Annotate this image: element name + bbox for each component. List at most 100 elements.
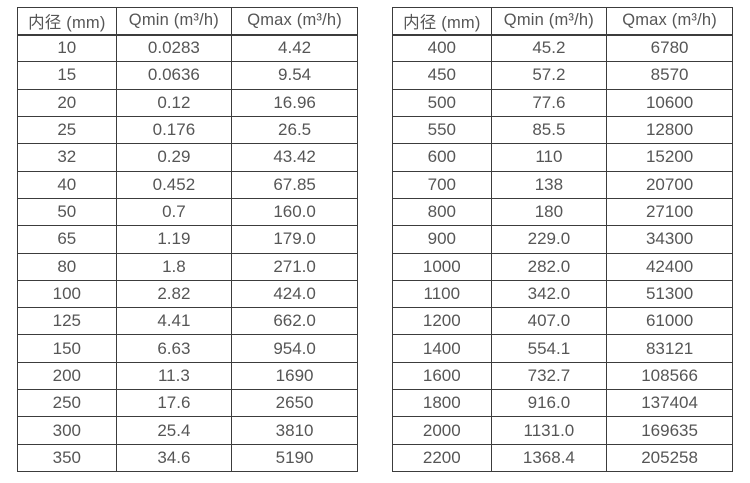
table-row: 550 85.5 12800 bbox=[392, 115, 733, 145]
table-row: 250 17.6 2650 bbox=[17, 389, 358, 418]
table-cell: 554.1 bbox=[490, 334, 608, 363]
table-cell: 32 bbox=[17, 143, 117, 172]
table-cell: 1400 bbox=[392, 334, 492, 363]
table-cell: 424.0 bbox=[231, 279, 358, 309]
table-cell: 34300 bbox=[606, 225, 733, 254]
table-cell: 282.0 bbox=[490, 252, 608, 281]
table-cell: 26.5 bbox=[231, 115, 358, 145]
table-cell: 600 bbox=[392, 143, 492, 172]
table-cell: 0.7 bbox=[115, 197, 233, 227]
table-row: 800 180 27100 bbox=[392, 197, 733, 227]
table-cell: 407.0 bbox=[490, 307, 608, 336]
table-cell: 67.85 bbox=[231, 170, 358, 199]
table-cell: 1800 bbox=[392, 389, 492, 418]
table-row: 350 34.6 5190 bbox=[17, 443, 358, 473]
table-cell: 83121 bbox=[606, 334, 733, 363]
table-row: 400 45.2 6780 bbox=[392, 33, 733, 63]
table-cell: 3810 bbox=[231, 416, 358, 445]
table-cell: 6780 bbox=[606, 33, 733, 63]
table-cell: 300 bbox=[17, 416, 117, 445]
table-row: 1000 282.0 42400 bbox=[392, 252, 733, 281]
table-row: 2200 1368.4 205258 bbox=[392, 443, 733, 473]
table-cell: 85.5 bbox=[490, 115, 608, 145]
table-cell: 45.2 bbox=[490, 33, 608, 63]
table-cell: 700 bbox=[392, 170, 492, 199]
table-row: 700 138 20700 bbox=[392, 170, 733, 199]
table-cell: 916.0 bbox=[490, 389, 608, 418]
table-cell: 954.0 bbox=[231, 334, 358, 363]
table-row: 450 57.2 8570 bbox=[392, 61, 733, 90]
table-cell: 110 bbox=[490, 143, 608, 172]
table-cell: 1200 bbox=[392, 307, 492, 336]
table-cell: 180 bbox=[490, 197, 608, 227]
table-cell: 65 bbox=[17, 225, 117, 254]
table-cell: 2000 bbox=[392, 416, 492, 445]
table-row: 1100 342.0 51300 bbox=[392, 279, 733, 309]
table-cell: 450 bbox=[392, 61, 492, 90]
table-cell: 271.0 bbox=[231, 252, 358, 281]
table-cell: 4.41 bbox=[115, 307, 233, 336]
table-cell: 0.29 bbox=[115, 143, 233, 172]
table-cell: 169635 bbox=[606, 416, 733, 445]
table-cell: 205258 bbox=[606, 443, 733, 473]
table-cell: 77.6 bbox=[490, 88, 608, 117]
table-cell: 15200 bbox=[606, 143, 733, 172]
table-cell: 2650 bbox=[231, 389, 358, 418]
column-header: Qmin (m³/h) bbox=[490, 7, 608, 36]
table-cell: 1100 bbox=[392, 279, 492, 309]
table-cell: 50 bbox=[17, 197, 117, 227]
table-cell: 20700 bbox=[606, 170, 733, 199]
table-row: 300 25.4 3810 bbox=[17, 416, 358, 445]
table-cell: 0.452 bbox=[115, 170, 233, 199]
table-cell: 125 bbox=[17, 307, 117, 336]
table-cell: 2200 bbox=[392, 443, 492, 473]
table-row: 200 11.3 1690 bbox=[17, 361, 358, 391]
table-row: 125 4.41 662.0 bbox=[17, 307, 358, 336]
table-cell: 662.0 bbox=[231, 307, 358, 336]
table-row: 500 77.6 10600 bbox=[392, 88, 733, 117]
table-cell: 1.19 bbox=[115, 225, 233, 254]
table-cell: 2.82 bbox=[115, 279, 233, 309]
table-cell: 15 bbox=[17, 61, 117, 90]
table-cell: 0.0636 bbox=[115, 61, 233, 90]
table-cell: 500 bbox=[392, 88, 492, 117]
column-header: Qmin (m³/h) bbox=[115, 7, 233, 36]
header-row: 内径 (mm) Qmin (m³/h) Qmax (m³/h) bbox=[17, 7, 358, 36]
table-cell: 6.63 bbox=[115, 334, 233, 363]
table-cell: 137404 bbox=[606, 389, 733, 418]
table-cell: 1368.4 bbox=[490, 443, 608, 473]
table-cell: 138 bbox=[490, 170, 608, 199]
table-cell: 57.2 bbox=[490, 61, 608, 90]
table-cell: 25.4 bbox=[115, 416, 233, 445]
table-cell: 11.3 bbox=[115, 361, 233, 391]
table-cell: 25 bbox=[17, 115, 117, 145]
column-header: 内径 (mm) bbox=[392, 7, 492, 36]
header-row: 内径 (mm) Qmin (m³/h) Qmax (m³/h) bbox=[392, 7, 733, 36]
table-row: 1200 407.0 61000 bbox=[392, 307, 733, 336]
flow-table-small-diameters: 内径 (mm) Qmin (m³/h) Qmax (m³/h) 10 0.0283 4.… bbox=[17, 7, 358, 473]
column-header: Qmax (m³/h) bbox=[606, 7, 733, 36]
table-cell: 800 bbox=[392, 197, 492, 227]
table-row: 150 6.63 954.0 bbox=[17, 334, 358, 363]
table-row: 25 0.176 26.5 bbox=[17, 115, 358, 145]
table-cell: 51300 bbox=[606, 279, 733, 309]
table-cell: 20 bbox=[17, 88, 117, 117]
table-body: 400 45.2 6780 450 57.2 8570 500 77.6 10600 550 85.… bbox=[392, 33, 733, 473]
table-row: 50 0.7 160.0 bbox=[17, 197, 358, 227]
table-cell: 108566 bbox=[606, 361, 733, 391]
table-cell: 400 bbox=[392, 33, 492, 63]
table-cell: 350 bbox=[17, 443, 117, 473]
table-cell: 8570 bbox=[606, 61, 733, 90]
table-cell: 1131.0 bbox=[490, 416, 608, 445]
table-cell: 1000 bbox=[392, 252, 492, 281]
table-cell: 10 bbox=[17, 33, 117, 63]
table-cell: 34.6 bbox=[115, 443, 233, 473]
column-header: Qmax (m³/h) bbox=[231, 7, 358, 36]
table-cell: 0.0283 bbox=[115, 33, 233, 63]
table-row: 15 0.0636 9.54 bbox=[17, 61, 358, 90]
table-cell: 900 bbox=[392, 225, 492, 254]
table-cell: 4.42 bbox=[231, 33, 358, 63]
table-cell: 160.0 bbox=[231, 197, 358, 227]
table-cell: 179.0 bbox=[231, 225, 358, 254]
table-row: 10 0.0283 4.42 bbox=[17, 33, 358, 63]
